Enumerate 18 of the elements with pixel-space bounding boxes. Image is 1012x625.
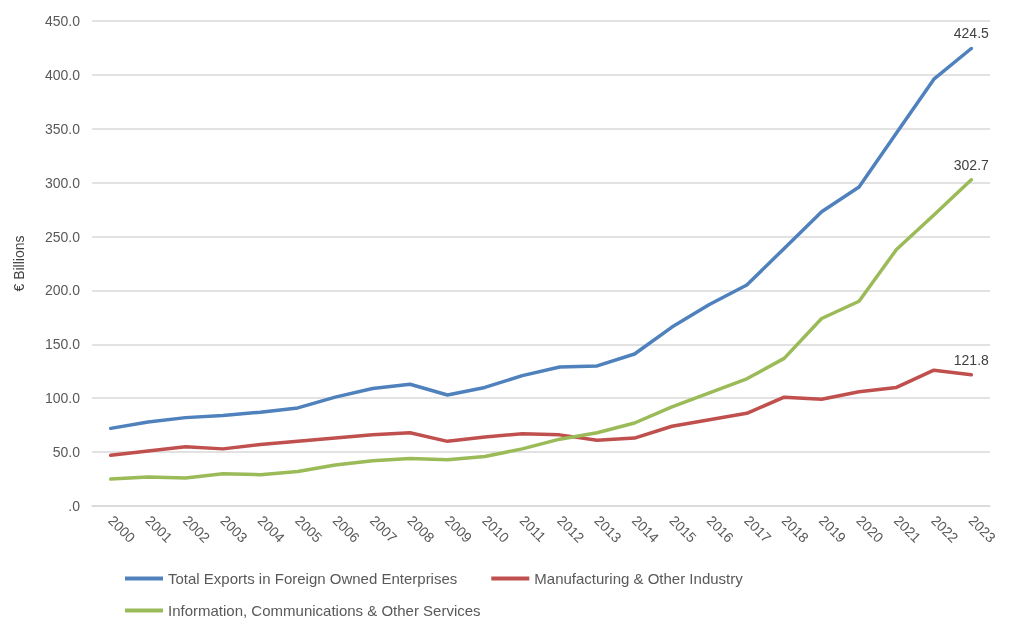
data-label: 121.8 — [953, 351, 990, 368]
y-tick-label: 350.0 — [44, 120, 81, 137]
data-label: 302.7 — [953, 156, 990, 173]
legend-label: Manufacturing & Other Industry — [534, 570, 744, 587]
y-axis-title: € Billions — [11, 235, 27, 292]
legend-label: Total Exports in Foreign Owned Enterprises — [168, 570, 458, 587]
y-tick-label: 450.0 — [44, 13, 81, 29]
y-tick-label: 50.0 — [52, 444, 81, 461]
y-tick-label: 400.0 — [44, 66, 81, 83]
y-tick-label: 250.0 — [44, 228, 81, 245]
y-tick-label: 150.0 — [44, 336, 81, 353]
data-label: 424.5 — [953, 25, 990, 42]
legend-label: Information, Communications & Other Services — [168, 602, 481, 619]
y-tick-label: 100.0 — [44, 390, 81, 407]
y-tick-label: .0 — [68, 498, 81, 514]
line-series — [108, 368, 974, 458]
y-tick-label: 300.0 — [44, 174, 81, 191]
y-tick-label: 200.0 — [44, 282, 81, 299]
